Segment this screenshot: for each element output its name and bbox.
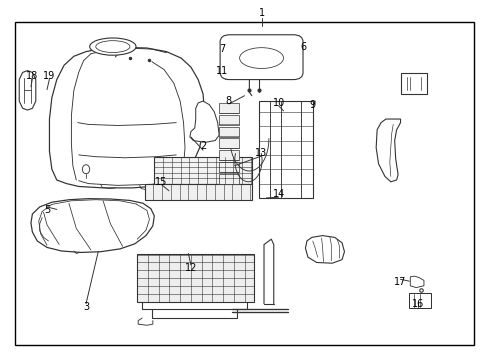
Ellipse shape [82, 165, 89, 174]
FancyBboxPatch shape [218, 162, 239, 172]
Text: 9: 9 [309, 100, 315, 110]
Polygon shape [19, 71, 36, 110]
Text: 5: 5 [44, 206, 50, 216]
Polygon shape [305, 235, 344, 263]
Text: 11: 11 [216, 66, 228, 76]
Polygon shape [375, 119, 400, 182]
Text: 3: 3 [83, 302, 89, 312]
Text: 7: 7 [219, 44, 225, 54]
Ellipse shape [239, 48, 283, 68]
FancyBboxPatch shape [259, 101, 312, 198]
Polygon shape [409, 276, 423, 288]
Text: 17: 17 [393, 277, 406, 287]
FancyBboxPatch shape [218, 150, 239, 160]
FancyBboxPatch shape [154, 157, 251, 184]
FancyBboxPatch shape [218, 115, 239, 125]
Text: 15: 15 [155, 177, 167, 187]
Text: 6: 6 [299, 42, 305, 52]
Ellipse shape [89, 38, 136, 55]
Text: 18: 18 [26, 71, 39, 81]
Text: 13: 13 [255, 148, 267, 158]
Text: 12: 12 [184, 263, 197, 273]
Polygon shape [189, 101, 219, 142]
FancyBboxPatch shape [137, 253, 254, 302]
Text: 2: 2 [200, 141, 206, 151]
Polygon shape [31, 199, 154, 252]
Polygon shape [49, 47, 204, 188]
FancyBboxPatch shape [218, 174, 239, 184]
Text: 16: 16 [410, 299, 423, 309]
Text: 19: 19 [43, 71, 56, 81]
FancyBboxPatch shape [408, 293, 430, 309]
FancyBboxPatch shape [144, 184, 251, 200]
Text: 10: 10 [272, 98, 284, 108]
Text: 14: 14 [272, 189, 284, 199]
Ellipse shape [96, 41, 130, 53]
FancyBboxPatch shape [218, 103, 239, 113]
Text: 1: 1 [258, 8, 264, 18]
FancyBboxPatch shape [218, 127, 239, 136]
Text: 4: 4 [117, 44, 123, 54]
FancyBboxPatch shape [400, 73, 426, 94]
Text: 8: 8 [225, 96, 231, 106]
FancyBboxPatch shape [218, 138, 239, 148]
FancyBboxPatch shape [220, 35, 303, 80]
